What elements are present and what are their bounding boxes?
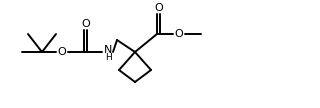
Text: O: O [81,19,90,29]
Text: H: H [105,53,111,63]
Text: O: O [154,3,163,13]
Text: N: N [104,45,112,55]
Text: O: O [175,29,183,39]
Text: O: O [58,47,66,57]
